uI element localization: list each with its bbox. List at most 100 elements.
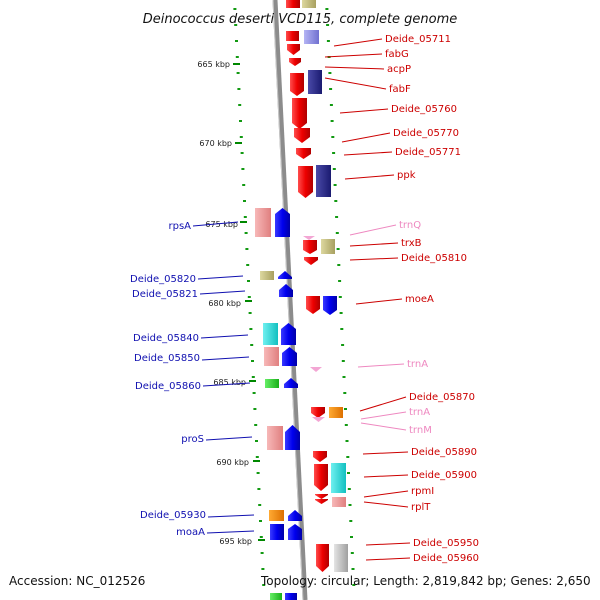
gene-label[interactable]: Deide_05810: [401, 253, 467, 264]
gene-feature-arrow[interactable]: [278, 271, 292, 279]
trna-feature[interactable]: [310, 367, 322, 372]
gene-feature[interactable]: [269, 510, 284, 521]
tick-dot: [247, 296, 251, 298]
gene-feature[interactable]: [329, 407, 343, 418]
gene-label[interactable]: trxB: [401, 238, 422, 249]
gene-feature[interactable]: [286, 0, 300, 8]
tick-dot: [329, 88, 333, 90]
gene-label[interactable]: fabF: [389, 84, 411, 95]
gene-label[interactable]: Deide_05860: [135, 381, 201, 392]
gene-feature-arrow[interactable]: [284, 378, 298, 388]
gene-label[interactable]: Deide_05930: [140, 510, 206, 521]
gene-feature-arrow[interactable]: [315, 499, 328, 504]
gene-feature[interactable]: [308, 70, 322, 94]
tick-dot: [254, 424, 258, 426]
gene-label[interactable]: Deide_05890: [411, 447, 477, 458]
tick-dot: [234, 24, 238, 26]
kbp-tick-label: 680 kbp: [208, 299, 241, 308]
trna-feature[interactable]: [303, 236, 315, 240]
gene-feature[interactable]: [332, 497, 346, 507]
gene-feature[interactable]: [267, 426, 283, 450]
gene-feature-arrow[interactable]: [287, 44, 300, 55]
gene-feature[interactable]: [255, 208, 271, 237]
gene-feature[interactable]: [302, 0, 316, 8]
gene-feature-arrow[interactable]: [304, 257, 318, 265]
gene-feature[interactable]: [264, 347, 279, 366]
gene-label[interactable]: fabG: [385, 49, 409, 60]
gene-feature[interactable]: [286, 31, 299, 41]
tick-dot: [250, 344, 254, 346]
gene-feature-arrow[interactable]: [316, 544, 329, 572]
gene-label[interactable]: Deide_05950: [413, 538, 479, 549]
gene-feature-arrow[interactable]: [279, 284, 293, 297]
gene-label[interactable]: trnQ: [399, 220, 421, 231]
gene-feature-arrow[interactable]: [306, 296, 320, 314]
gene-feature-arrow[interactable]: [288, 524, 302, 540]
gene-feature[interactable]: [316, 165, 331, 197]
gene-feature-arrow[interactable]: [281, 323, 296, 345]
gene-feature-arrow[interactable]: [285, 425, 300, 450]
gene-feature-arrow[interactable]: [314, 464, 328, 491]
gene-label[interactable]: Deide_05900: [411, 470, 477, 481]
gene-label[interactable]: acpP: [387, 64, 411, 75]
gene-label[interactable]: Deide_05771: [395, 147, 461, 158]
gene-label[interactable]: Deide_05821: [132, 289, 198, 300]
gene-feature[interactable]: [260, 271, 274, 280]
gene-feature[interactable]: [265, 379, 279, 388]
tick-dot: [341, 344, 345, 346]
tick-dot: [233, 8, 237, 10]
gene-label[interactable]: moaA: [176, 527, 205, 538]
gene-feature-arrow[interactable]: [296, 148, 311, 159]
tick-dot: [238, 104, 242, 106]
gene-feature-arrow[interactable]: [292, 98, 307, 129]
gene-label[interactable]: Deide_05870: [409, 392, 475, 403]
gene-feature-arrow[interactable]: [315, 494, 328, 499]
gene-label[interactable]: Deide_05840: [133, 333, 199, 344]
gene-feature-arrow[interactable]: [282, 347, 297, 366]
gene-label[interactable]: proS: [181, 434, 204, 445]
gene-label[interactable]: rpsA: [168, 221, 191, 232]
gene-feature[interactable]: [270, 524, 284, 540]
gene-feature-arrow[interactable]: [290, 73, 304, 96]
gene-label[interactable]: Deide_05711: [385, 34, 451, 45]
label-leader: [343, 151, 393, 156]
tick-dot: [255, 440, 258, 442]
gene-label[interactable]: rpmI: [411, 486, 434, 497]
gene-feature[interactable]: [270, 593, 282, 600]
gene-feature-arrow[interactable]: [303, 240, 317, 254]
gene-feature-arrow[interactable]: [311, 407, 325, 418]
gene-label[interactable]: trnA: [407, 359, 428, 370]
gene-label[interactable]: Deide_05850: [134, 353, 200, 364]
gene-feature-arrow[interactable]: [288, 510, 302, 521]
tick-dot: [247, 280, 250, 282]
tick-dot: [245, 248, 249, 250]
gene-label[interactable]: trnA: [409, 407, 430, 418]
gene-label[interactable]: Deide_05760: [391, 104, 457, 115]
tick-dot: [340, 328, 344, 330]
tick-dot: [255, 456, 259, 458]
gene-label[interactable]: Deide_05960: [413, 553, 479, 564]
gene-feature[interactable]: [285, 593, 297, 600]
trna-feature[interactable]: [312, 417, 325, 422]
gene-feature[interactable]: [331, 463, 346, 493]
gene-feature-arrow[interactable]: [313, 451, 327, 462]
gene-feature[interactable]: [321, 239, 335, 254]
tick-dot: [337, 264, 341, 266]
gene-feature[interactable]: [334, 544, 348, 572]
label-leader: [360, 411, 407, 420]
gene-label[interactable]: rplT: [411, 502, 431, 513]
tick-dot: [259, 520, 262, 522]
gene-label[interactable]: Deide_05770: [393, 128, 459, 139]
gene-feature-arrow[interactable]: [289, 58, 301, 66]
gene-feature-arrow[interactable]: [294, 128, 310, 143]
gene-feature[interactable]: [263, 323, 278, 345]
gene-label[interactable]: Deide_05820: [130, 274, 196, 285]
gene-feature-arrow[interactable]: [275, 208, 290, 237]
gene-feature[interactable]: [304, 30, 319, 44]
gene-label[interactable]: moeA: [405, 294, 434, 305]
gene-label[interactable]: ppk: [397, 170, 416, 181]
gene-feature-arrow[interactable]: [323, 296, 337, 315]
gene-feature-arrow[interactable]: [298, 166, 313, 198]
label-leader: [362, 451, 409, 455]
gene-label[interactable]: trnM: [409, 425, 432, 436]
